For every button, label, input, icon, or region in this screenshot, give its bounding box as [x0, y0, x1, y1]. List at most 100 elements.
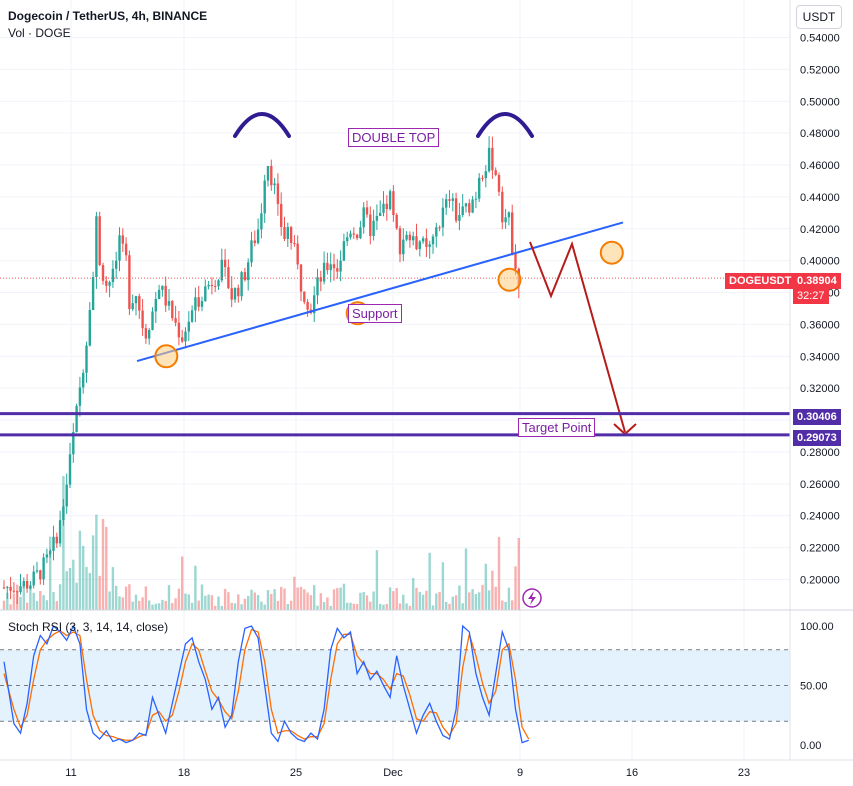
candle-body — [115, 260, 118, 269]
volume-bar — [481, 584, 484, 610]
rsi-tick-label: 100.00 — [800, 621, 834, 633]
volume-bar — [62, 476, 65, 610]
volume-bar — [316, 605, 319, 610]
stoch-rsi-label[interactable]: Stoch RSI (3, 3, 14, 14, close) — [8, 620, 169, 634]
double-top-arc — [233, 112, 291, 138]
candle-body — [22, 580, 25, 587]
volume-bar — [379, 603, 382, 610]
candle-body — [303, 291, 306, 302]
y-tick-label: 0.54000 — [800, 33, 840, 45]
candle-body — [471, 199, 474, 213]
volume-bar — [217, 596, 220, 610]
candle-body — [121, 235, 124, 244]
stoch-k-line — [3, 624, 529, 744]
candle-body — [474, 198, 478, 200]
volume-bar — [144, 586, 148, 610]
candle-body — [52, 536, 55, 551]
candle-body — [491, 147, 494, 171]
volume-bar — [111, 567, 115, 610]
volume-label: Vol · DOGE — [8, 26, 71, 40]
candle-body — [260, 213, 263, 230]
volume-bar — [352, 603, 355, 610]
candle-body — [240, 272, 243, 297]
candle-body — [461, 206, 464, 216]
candle-body — [39, 570, 42, 580]
volume-bar — [435, 593, 438, 610]
volume-bar — [88, 573, 91, 610]
volume-bar — [303, 589, 306, 610]
candle-body — [487, 147, 491, 172]
candle-body — [494, 170, 497, 175]
y-tick-label: 0.40000 — [800, 256, 840, 268]
y-tick-label: 0.32000 — [800, 383, 840, 395]
candle-body — [504, 217, 507, 223]
y-tick-label: 0.50000 — [800, 96, 840, 108]
candle-body — [349, 233, 352, 238]
volume-bar — [220, 605, 223, 610]
volume-bar — [253, 592, 256, 610]
support-trendline — [136, 221, 624, 363]
volume-bar — [474, 594, 478, 610]
candle-body — [346, 237, 349, 242]
candle-body — [42, 557, 45, 580]
volume-bar — [322, 602, 326, 610]
volume-bar — [12, 593, 16, 610]
double-top-label[interactable]: DOUBLE TOP — [348, 128, 440, 147]
touch-circle — [599, 240, 624, 265]
y-tick-label: 0.20000 — [800, 574, 840, 586]
volume-bar — [240, 604, 243, 610]
candle-body — [62, 506, 65, 521]
volume-bar — [339, 587, 342, 610]
currency-button[interactable]: USDT — [796, 5, 842, 29]
candle-body — [98, 216, 101, 266]
volume-bar — [9, 604, 12, 610]
candle-body — [237, 287, 240, 297]
candle-body — [415, 236, 418, 250]
volume-bar — [118, 596, 121, 610]
candle-body — [425, 238, 428, 247]
volume-bar — [95, 514, 98, 610]
volume-bar — [260, 601, 263, 610]
volume-bar — [514, 566, 517, 610]
candle-body — [296, 243, 299, 265]
volume-bar — [75, 582, 78, 610]
volume-bar — [478, 592, 481, 610]
volume-bar — [121, 597, 124, 610]
y-tick-label: 0.26000 — [800, 479, 840, 491]
volume-bar — [65, 571, 68, 610]
candle-body — [283, 226, 286, 239]
candle-body — [451, 198, 454, 201]
candle-body — [421, 238, 425, 242]
candle-body — [124, 243, 128, 256]
volume-bar — [494, 586, 497, 610]
volume-bars — [2, 476, 520, 610]
candle-body — [352, 233, 355, 235]
volume-bar — [187, 594, 190, 610]
candle-body — [223, 259, 227, 268]
volume-bar — [454, 595, 458, 610]
volume-bar — [171, 603, 174, 610]
target-point-label[interactable]: Target Point — [518, 418, 596, 437]
volume-bar — [194, 565, 197, 610]
countdown-tag: 32:27 — [793, 288, 829, 304]
candle-body — [78, 387, 82, 406]
volume-bar — [22, 584, 25, 610]
y-tick-label: 0.36000 — [800, 319, 840, 331]
lightning-icon-glyph — [528, 591, 536, 605]
volume-bar — [501, 600, 504, 610]
candle-body — [16, 591, 19, 593]
volume-bar — [388, 587, 392, 610]
candle-body — [270, 165, 273, 186]
candle-body — [32, 571, 35, 586]
volume-bar — [210, 595, 214, 610]
candle-body — [85, 345, 88, 373]
candle-body — [402, 239, 405, 255]
symbol-title[interactable]: Dogecoin / TetherUS, 4h, BINANCE — [8, 9, 208, 23]
volume-bar — [355, 603, 359, 610]
candle-body — [369, 214, 372, 236]
volume-bar — [336, 588, 339, 610]
support-label[interactable]: Support — [348, 304, 402, 323]
volume-bar — [197, 600, 200, 610]
candle-body — [141, 310, 144, 329]
